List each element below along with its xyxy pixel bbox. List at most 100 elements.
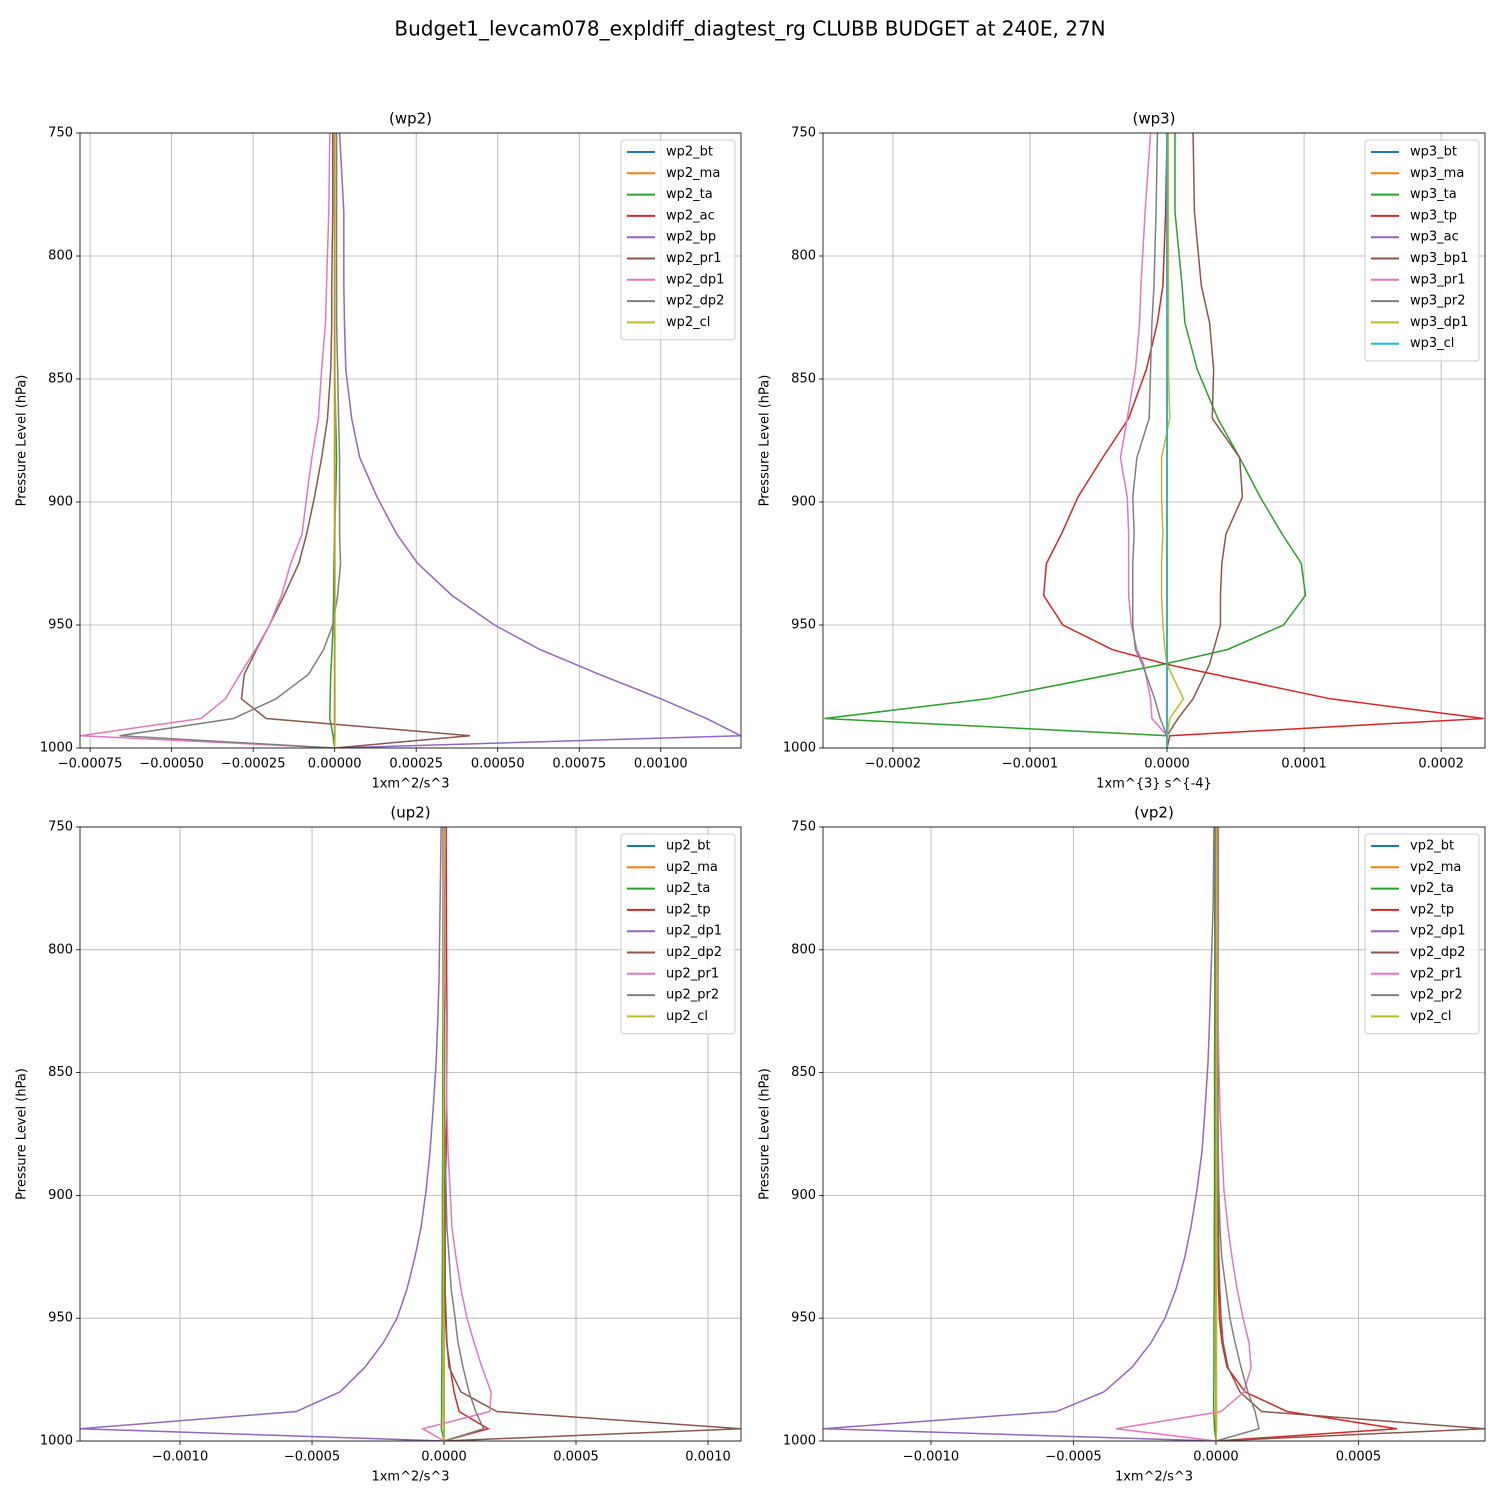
series-line bbox=[1116, 827, 1252, 1441]
legend-label: wp2_bt bbox=[666, 145, 713, 160]
plot-area bbox=[80, 133, 741, 748]
legend-label: wp3_bp1 bbox=[1410, 251, 1468, 266]
legend-label: wp3_pr1 bbox=[1410, 272, 1466, 287]
y-axis-label: Pressure Level (hPa) bbox=[758, 1068, 773, 1200]
y-axis-label: Pressure Level (hPa) bbox=[15, 375, 30, 507]
x-tick-label: 0.0002 bbox=[1418, 757, 1464, 772]
panel-title: (vp2) bbox=[1134, 804, 1174, 822]
y-tick-label: 750 bbox=[791, 820, 816, 835]
legend-label: vp2_pr2 bbox=[1410, 988, 1463, 1003]
legend-label: up2_bt bbox=[666, 839, 711, 854]
axes-frame bbox=[822, 826, 1486, 1442]
legend-label: vp2_cl bbox=[1410, 1009, 1451, 1024]
series-line bbox=[1119, 133, 1168, 748]
x-tick-label: −0.00050 bbox=[139, 757, 204, 772]
series-line bbox=[240, 133, 471, 748]
series-line bbox=[1212, 827, 1217, 1441]
y-tick-label: 850 bbox=[48, 1065, 73, 1080]
x-tick-label: −0.0010 bbox=[903, 1450, 959, 1465]
y-tick-label: 950 bbox=[48, 618, 73, 633]
series-line bbox=[1042, 133, 1484, 748]
axes-frame bbox=[822, 132, 1486, 749]
y-tick-label: 1000 bbox=[783, 1434, 816, 1449]
x-tick-label: −0.0005 bbox=[284, 1450, 340, 1465]
legend-label: wp3_tp bbox=[1410, 208, 1457, 223]
x-tick-label: −0.0010 bbox=[152, 1450, 208, 1465]
legend-label: wp2_bp bbox=[666, 230, 716, 245]
y-tick-label: 800 bbox=[791, 942, 816, 957]
y-tick-label: 900 bbox=[791, 1188, 816, 1203]
x-axis-label: 1xm^2/s^3 bbox=[371, 1470, 449, 1485]
legend-label: vp2_ta bbox=[1410, 881, 1454, 896]
legend-label: vp2_ma bbox=[1410, 860, 1461, 875]
legend-label: up2_tp bbox=[666, 902, 711, 917]
series-line bbox=[1215, 827, 1218, 1441]
x-tick-label: −0.00025 bbox=[221, 757, 286, 772]
panel-title: (wp3) bbox=[1132, 110, 1175, 128]
legend-label: vp2_bt bbox=[1410, 839, 1454, 854]
x-tick-label: 0.00075 bbox=[552, 757, 606, 772]
y-tick-label: 800 bbox=[791, 249, 816, 264]
series-line bbox=[824, 133, 1307, 748]
legend-label: up2_dp1 bbox=[666, 924, 722, 939]
legend-label: wp2_cl bbox=[666, 315, 710, 330]
series-line bbox=[442, 827, 445, 1441]
y-tick-label: 900 bbox=[48, 1188, 73, 1203]
legend-label: wp2_dp1 bbox=[666, 272, 724, 287]
y-tick-label: 800 bbox=[48, 249, 73, 264]
axes-frame bbox=[79, 826, 742, 1442]
series-line bbox=[80, 133, 335, 748]
legend-label: wp2_ac bbox=[666, 208, 715, 223]
x-tick-label: −0.0001 bbox=[1002, 757, 1058, 772]
x-tick-label: 0.00000 bbox=[308, 757, 362, 772]
legend-label: up2_dp2 bbox=[666, 945, 722, 960]
x-tick-label: 0.00100 bbox=[634, 757, 688, 772]
y-tick-label: 850 bbox=[791, 1065, 816, 1080]
x-tick-label: 0.0000 bbox=[1144, 757, 1190, 772]
legend-label: wp3_ta bbox=[1410, 187, 1457, 202]
series-line bbox=[80, 827, 445, 1441]
y-tick-label: 950 bbox=[791, 618, 816, 633]
x-axis-label: 1xm^2/s^3 bbox=[371, 777, 449, 792]
legend-label: up2_ta bbox=[666, 881, 710, 896]
series-line bbox=[1132, 133, 1168, 748]
legend-label: up2_cl bbox=[666, 1009, 708, 1024]
y-tick-label: 1000 bbox=[783, 741, 816, 756]
series-line bbox=[823, 827, 1217, 1441]
legend-label: up2_ma bbox=[666, 860, 718, 875]
legend-label: wp3_ma bbox=[1410, 166, 1464, 181]
legend-label: wp2_dp2 bbox=[666, 294, 724, 309]
panel-title: (wp2) bbox=[389, 110, 432, 128]
y-tick-label: 850 bbox=[48, 372, 73, 387]
legend-label: vp2_dp2 bbox=[1410, 945, 1466, 960]
y-tick-label: 950 bbox=[791, 1311, 816, 1326]
y-tick-label: 900 bbox=[48, 495, 73, 510]
series-line bbox=[334, 133, 741, 748]
x-tick-label: 0.0005 bbox=[1336, 1450, 1382, 1465]
legend-label: wp3_ac bbox=[1410, 230, 1459, 245]
y-tick-label: 900 bbox=[791, 495, 816, 510]
legend-box bbox=[620, 833, 736, 1035]
x-tick-label: 0.0010 bbox=[685, 1450, 731, 1465]
y-tick-label: 950 bbox=[48, 1311, 73, 1326]
series-line bbox=[1160, 133, 1185, 748]
legend-label: wp3_dp1 bbox=[1410, 315, 1468, 330]
y-tick-label: 750 bbox=[48, 820, 73, 835]
x-tick-label: 0.00050 bbox=[471, 757, 525, 772]
legend-label: vp2_pr1 bbox=[1410, 966, 1463, 981]
y-axis-label: Pressure Level (hPa) bbox=[15, 1068, 30, 1200]
panel-title: (up2) bbox=[390, 804, 430, 822]
legend-label: wp3_pr2 bbox=[1410, 294, 1466, 309]
x-tick-label: −0.00075 bbox=[58, 757, 123, 772]
y-tick-label: 1000 bbox=[40, 741, 73, 756]
series-line bbox=[420, 827, 492, 1441]
legend-label: vp2_dp1 bbox=[1410, 924, 1466, 939]
plot-area bbox=[824, 133, 1484, 748]
series-line bbox=[1166, 133, 1244, 748]
legend-label: vp2_tp bbox=[1410, 902, 1454, 917]
x-tick-label: 0.00025 bbox=[389, 757, 443, 772]
x-tick-label: −0.0005 bbox=[1045, 1450, 1101, 1465]
legend-box bbox=[620, 139, 736, 341]
x-tick-label: 0.0001 bbox=[1281, 757, 1327, 772]
